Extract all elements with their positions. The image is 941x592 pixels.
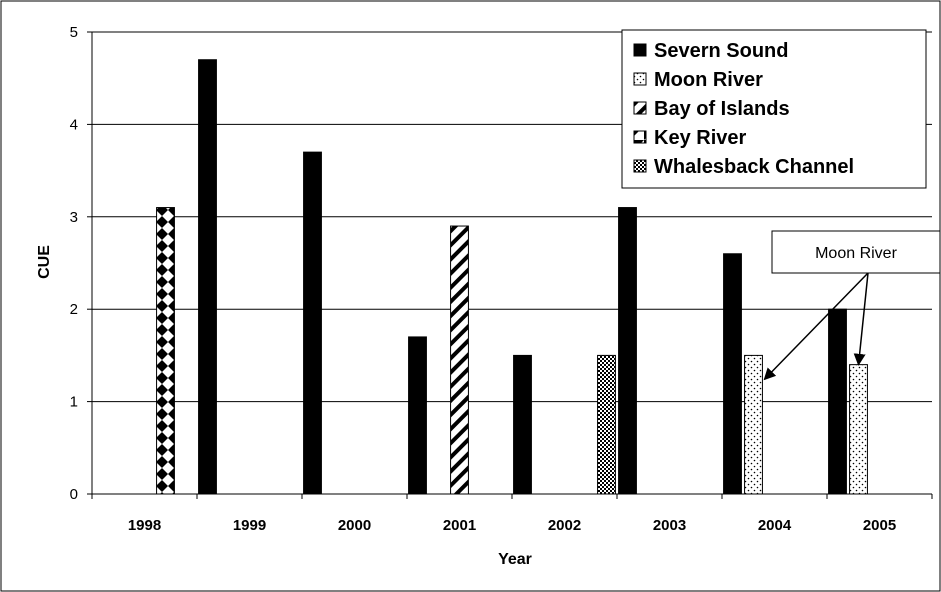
y-tick-label: 5: [70, 24, 78, 41]
legend-label: Whalesback Channel: [654, 156, 854, 178]
x-tick-label: 2001: [443, 517, 476, 534]
y-tick-label: 1: [70, 394, 78, 411]
bar-severn-sound-2001: [408, 336, 427, 495]
bar-bay-of-islands-2001: [450, 225, 469, 495]
bar-severn-sound-2004: [723, 253, 742, 495]
callout-arrow: [853, 272, 869, 366]
bar-severn-sound-1999: [198, 59, 217, 495]
callout-arrow: [763, 272, 869, 381]
axes: [87, 31, 933, 499]
callout-box: [771, 230, 941, 274]
legend-label: Severn Sound: [654, 40, 788, 62]
bar-severn-sound-2000: [303, 151, 322, 495]
legend-swatch: [633, 43, 647, 57]
bar-whalesback-channel-2002: [597, 354, 616, 495]
x-tick-label: 2004: [758, 517, 792, 534]
annotation-callout: Moon River: [763, 230, 941, 381]
x-axis-title: Year: [498, 551, 532, 568]
y-tick-label: 0: [70, 486, 78, 503]
y-tick-label: 4: [70, 116, 78, 133]
bars: [156, 59, 868, 495]
y-tick-labels: 0 1 2 3 4 5: [70, 24, 78, 503]
legend-swatch: [633, 101, 647, 115]
y-tick-label: 3: [70, 209, 78, 226]
legend-label: Bay of Islands: [654, 98, 790, 120]
bar-moon-river-2005: [849, 364, 868, 495]
x-tick-label: 2005: [863, 517, 896, 534]
bar-moon-river-2004: [744, 354, 763, 495]
bar-severn-sound-2005: [828, 308, 847, 495]
legend-swatch: [633, 159, 647, 173]
x-tick-label: 2003: [653, 517, 686, 534]
x-tick-label: 1999: [233, 517, 266, 534]
x-tick-label: 2002: [548, 517, 581, 534]
legend-label: Key River: [654, 127, 746, 149]
legend-label: Moon River: [654, 69, 763, 91]
y-axis-title: CUE: [36, 245, 53, 279]
legend-box: [621, 29, 927, 189]
bar-severn-sound-2002: [513, 354, 532, 495]
x-tick-label: 2000: [338, 517, 371, 534]
x-tick-labels: 1998 1999 2000 2001 2002 2003 2004 2005: [128, 517, 896, 534]
x-tick-label: 1998: [128, 517, 161, 534]
callout-label: Moon River: [815, 245, 897, 262]
legend: Severn Sound Moon River Bay of Islands Key …: [621, 29, 927, 189]
legend-swatch: [633, 130, 647, 144]
bar-severn-sound-2003: [618, 207, 637, 495]
y-tick-label: 2: [70, 301, 78, 318]
legend-swatch: [633, 72, 647, 86]
bar-key-river-1998: [156, 207, 175, 495]
